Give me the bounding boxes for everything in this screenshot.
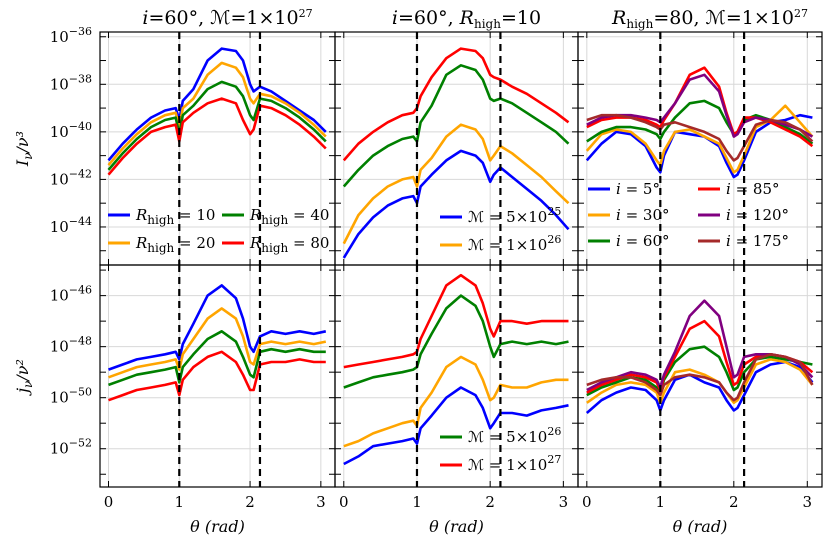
legend-top-left: Rhigh = 10 Rhigh = 40 Rhigh = 20 Rhigh = 80 xyxy=(108,206,329,255)
legend-label: Rhigh = 40 xyxy=(249,206,329,227)
series-line-1 xyxy=(585,360,814,414)
legend-label: i = 60° xyxy=(616,232,670,250)
legend-label: Rhigh = 10 xyxy=(135,206,215,227)
y-tick-label: 10−48 xyxy=(50,335,92,356)
x-axis-label: θ (rad) xyxy=(429,517,484,536)
x-tick-label: 3 xyxy=(559,493,569,511)
y-tick-label: 10−40 xyxy=(50,120,92,141)
series-line-5 xyxy=(586,299,814,392)
panel-frame xyxy=(577,264,823,488)
series-line-4 xyxy=(107,97,327,176)
legend-top-right: i = 5° i = 85° i = 30° i = 120° i = 60° i = 1… xyxy=(588,180,789,250)
panel-title: i=60°, Rhigh=10 xyxy=(392,7,541,31)
panel-top-right: Rhigh=80, ℳ=1×1027 xyxy=(577,7,823,266)
series-line-6 xyxy=(586,352,814,402)
legend-label: Rhigh = 20 xyxy=(135,234,215,255)
series-line-2 xyxy=(342,123,570,245)
x-tick-label: 2 xyxy=(485,493,495,511)
y-tick-label: 10−42 xyxy=(50,167,92,188)
legend-label: i = 30° xyxy=(616,206,670,224)
legend-label: Rhigh = 80 xyxy=(249,234,329,255)
legend-bottom-middle: ℳ = 5×1026 ℳ = 1×1027 xyxy=(440,425,561,474)
y-tick-label: 10−50 xyxy=(50,386,92,407)
x-tick-label: 1 xyxy=(656,493,666,511)
panel-top-left: 10−44 10−42 10−40 10−38 10−36 i=60°, ℳ=1×1027… xyxy=(13,7,336,266)
x-tick-label: 3 xyxy=(316,493,326,511)
panel-bottom-right: 0 1 2 3 θ (rad) xyxy=(577,264,823,536)
x-tick-label: 2 xyxy=(245,493,255,511)
legend-label: ℳ = 5×1026 xyxy=(468,425,561,446)
x-tick-label: 3 xyxy=(803,493,813,511)
y-tick-label: 10−44 xyxy=(50,215,92,236)
panel-bottom-middle: 0 1 2 3 θ (rad) xyxy=(334,264,579,536)
x-tick-label: 0 xyxy=(582,493,592,511)
y-tick-label: 10−38 xyxy=(50,72,92,93)
legend-label: i = 175° xyxy=(726,232,789,250)
legend-label: ℳ = 1×1026 xyxy=(468,233,561,254)
legend-label: i = 85° xyxy=(726,180,780,198)
x-tick-label: 1 xyxy=(175,493,185,511)
x-axis-label: θ (rad) xyxy=(673,517,728,536)
panel-bottom-left: 0 1 2 3 10−52 10−50 10−48 10−46 θ (rad) jν/ν² xyxy=(13,264,336,536)
series-line-3 xyxy=(342,64,570,188)
legend-label: ℳ = 5×1025 xyxy=(468,205,561,226)
series-line-1 xyxy=(107,47,327,162)
y-axis-label: Iν/ν³ xyxy=(13,131,35,167)
panel-title: i=60°, ℳ=1×1027 xyxy=(142,7,312,29)
series-line-3 xyxy=(108,329,326,387)
y-tick-label: 10−36 xyxy=(50,25,92,46)
series-line-6 xyxy=(586,113,814,162)
x-tick-label: 1 xyxy=(412,493,422,511)
series-line-2 xyxy=(107,61,327,166)
panel-frame xyxy=(577,31,823,266)
series-line-4 xyxy=(108,350,326,402)
series-line-1 xyxy=(342,149,570,259)
panel-top-middle: i=60°, Rhigh=10 xyxy=(334,7,579,266)
legend-label: i = 120° xyxy=(726,206,789,224)
legend-label: ℳ = 1×1027 xyxy=(468,453,561,474)
x-tick-label: 0 xyxy=(104,493,114,511)
series-line-2 xyxy=(108,307,327,379)
series-line-1 xyxy=(343,386,569,466)
series-line-5 xyxy=(586,73,814,138)
x-tick-label: 0 xyxy=(339,493,349,511)
series-line-3 xyxy=(107,80,327,171)
x-tick-label: 2 xyxy=(729,493,739,511)
legend-label: i = 5° xyxy=(616,180,660,198)
series-line-2 xyxy=(586,358,814,405)
x-axis-label: θ (rad) xyxy=(190,517,245,536)
y-tick-label: 10−52 xyxy=(50,437,92,458)
panel-title: Rhigh=80, ℳ=1×1027 xyxy=(611,7,808,31)
series-line-3 xyxy=(586,345,813,397)
series-line-4 xyxy=(342,47,570,162)
y-tick-label: 10−46 xyxy=(50,284,92,305)
series-line-2 xyxy=(343,355,569,448)
series-line-3 xyxy=(343,294,569,389)
y-axis-label: jν/ν² xyxy=(13,359,35,396)
series-line-1 xyxy=(108,284,327,371)
legend-top-middle: ℳ = 5×1025 ℳ = 1×1026 xyxy=(440,205,561,254)
series-line-4 xyxy=(343,273,569,369)
